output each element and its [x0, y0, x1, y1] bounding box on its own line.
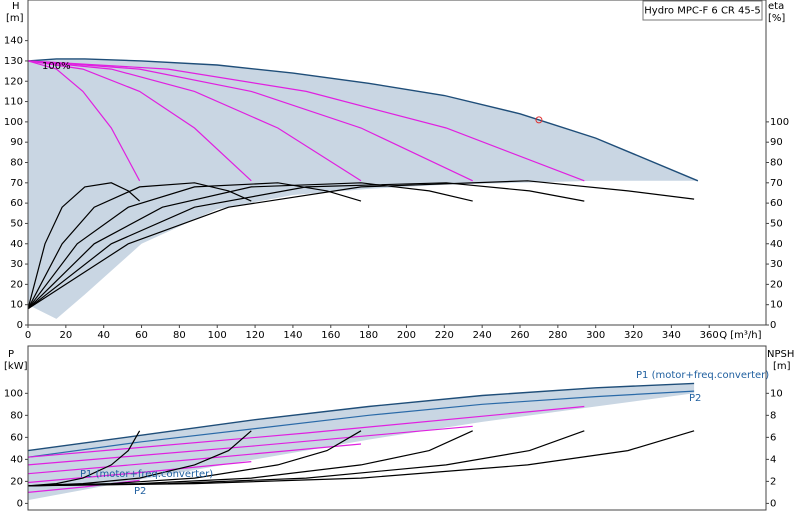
- x-tick-label: 60: [135, 330, 148, 341]
- curve: [27, 425, 473, 466]
- y-tick-label: 60: [10, 432, 23, 443]
- curve: [27, 430, 252, 487]
- y2-tick-label: 10: [770, 300, 783, 311]
- x-tick-label: 160: [321, 330, 340, 341]
- axis-label: [kW]: [4, 361, 28, 372]
- chart-title: Hydro MPC-F 6 CR 45-5: [644, 6, 761, 17]
- curve: [27, 60, 473, 182]
- y-tick-label: 20: [10, 476, 23, 487]
- y2-tick-label: 30: [770, 259, 783, 270]
- y-tick-label: 40: [10, 454, 23, 465]
- y2-tick-label: 20: [770, 279, 783, 290]
- y-tick-label: 70: [10, 178, 23, 189]
- x-tick-label: 260: [510, 330, 529, 341]
- y2-tick-label: 60: [770, 198, 783, 209]
- x-tick-label: 0: [25, 330, 31, 341]
- title-box: [642, 0, 763, 21]
- curve: [27, 182, 585, 310]
- x-axis-label: Q [m³/h]: [719, 330, 761, 341]
- x-tick-label: 360: [700, 330, 719, 341]
- y-tick-label: 30: [10, 259, 23, 270]
- curve: [27, 443, 362, 475]
- curve: [27, 182, 141, 309]
- curve: [27, 60, 141, 182]
- y-tick-label: 100: [4, 388, 23, 399]
- axis-label: [%]: [768, 13, 785, 24]
- y-tick-label: 20: [10, 279, 23, 290]
- y-tick-label: 0: [17, 498, 23, 509]
- y2-tick-label: 80: [770, 158, 783, 169]
- y-tick-label: 140: [4, 36, 23, 47]
- plot-frame: [27, 345, 767, 511]
- y-tick-label: 90: [10, 137, 23, 148]
- y2-tick-label: 70: [770, 178, 783, 189]
- y2-tick-label: 0: [770, 498, 776, 509]
- curve: [27, 182, 362, 310]
- axis-label: [m]: [773, 361, 791, 372]
- x-tick-label: 80: [173, 330, 186, 341]
- x-tick-label: 20: [59, 330, 72, 341]
- y-tick-label: 40: [10, 239, 23, 250]
- y2-tick-label: 50: [770, 218, 783, 229]
- curve: [27, 430, 695, 487]
- y-tick-label: 80: [10, 158, 23, 169]
- x-tick-label: 140: [283, 330, 302, 341]
- y-tick-label: 110: [4, 97, 23, 108]
- x-tick-label: 200: [397, 330, 416, 341]
- curve: [27, 182, 473, 310]
- curve: [27, 390, 695, 458]
- annotation: P1 (motor+freq.converter): [80, 469, 213, 480]
- curve: [27, 180, 695, 310]
- x-tick-label: 120: [246, 330, 265, 341]
- x-tick-label: 340: [662, 330, 681, 341]
- axis-label: eta: [768, 1, 784, 12]
- curve: [27, 182, 252, 310]
- y2-tick-label: 8: [770, 410, 776, 421]
- y2-tick-label: 4: [770, 454, 776, 465]
- annotation: P2: [134, 486, 146, 497]
- y-tick-label: 50: [10, 218, 23, 229]
- operating-area: [28, 383, 695, 501]
- y-tick-label: 130: [4, 56, 23, 67]
- annotation: P1 (motor+freq.converter): [636, 370, 769, 381]
- axis-label: [m]: [6, 13, 24, 24]
- y2-tick-label: 40: [770, 239, 783, 250]
- x-tick-label: 300: [586, 330, 605, 341]
- curve: [27, 430, 141, 487]
- y-tick-label: 100: [4, 117, 23, 128]
- envelope-curve: [27, 58, 699, 182]
- x-tick-label: 40: [97, 330, 110, 341]
- x-tick-label: 100: [208, 330, 227, 341]
- x-tick-label: 240: [473, 330, 492, 341]
- y-tick-label: 60: [10, 198, 23, 209]
- y2-tick-label: 0: [770, 320, 776, 331]
- y2-tick-label: 10: [770, 388, 783, 399]
- axis-label: H: [12, 1, 20, 12]
- curve: [27, 60, 362, 182]
- x-tick-label: 220: [435, 330, 454, 341]
- axis-label: NPSH: [767, 349, 794, 360]
- x-tick-label: 280: [548, 330, 567, 341]
- y2-tick-label: 2: [770, 476, 776, 487]
- y2-tick-label: 6: [770, 432, 776, 443]
- y-tick-label: 10: [10, 300, 23, 311]
- axis-label: P: [8, 349, 14, 360]
- y-tick-label: 0: [17, 320, 23, 331]
- curve: [27, 405, 585, 458]
- curve: [27, 461, 252, 484]
- y2-tick-label: 100: [770, 117, 789, 128]
- y-tick-label: 120: [4, 76, 23, 87]
- y-tick-label: 80: [10, 410, 23, 421]
- y2-tick-label: 90: [770, 137, 783, 148]
- duty-point: [535, 116, 543, 124]
- x-tick-label: 320: [624, 330, 643, 341]
- annotation: P2: [689, 393, 701, 404]
- operating-area: [28, 58, 698, 319]
- curve: [27, 60, 585, 182]
- x-tick-label: 180: [359, 330, 378, 341]
- annotation: 100%: [42, 61, 71, 72]
- envelope-curve: [27, 382, 695, 452]
- curve: [27, 60, 252, 182]
